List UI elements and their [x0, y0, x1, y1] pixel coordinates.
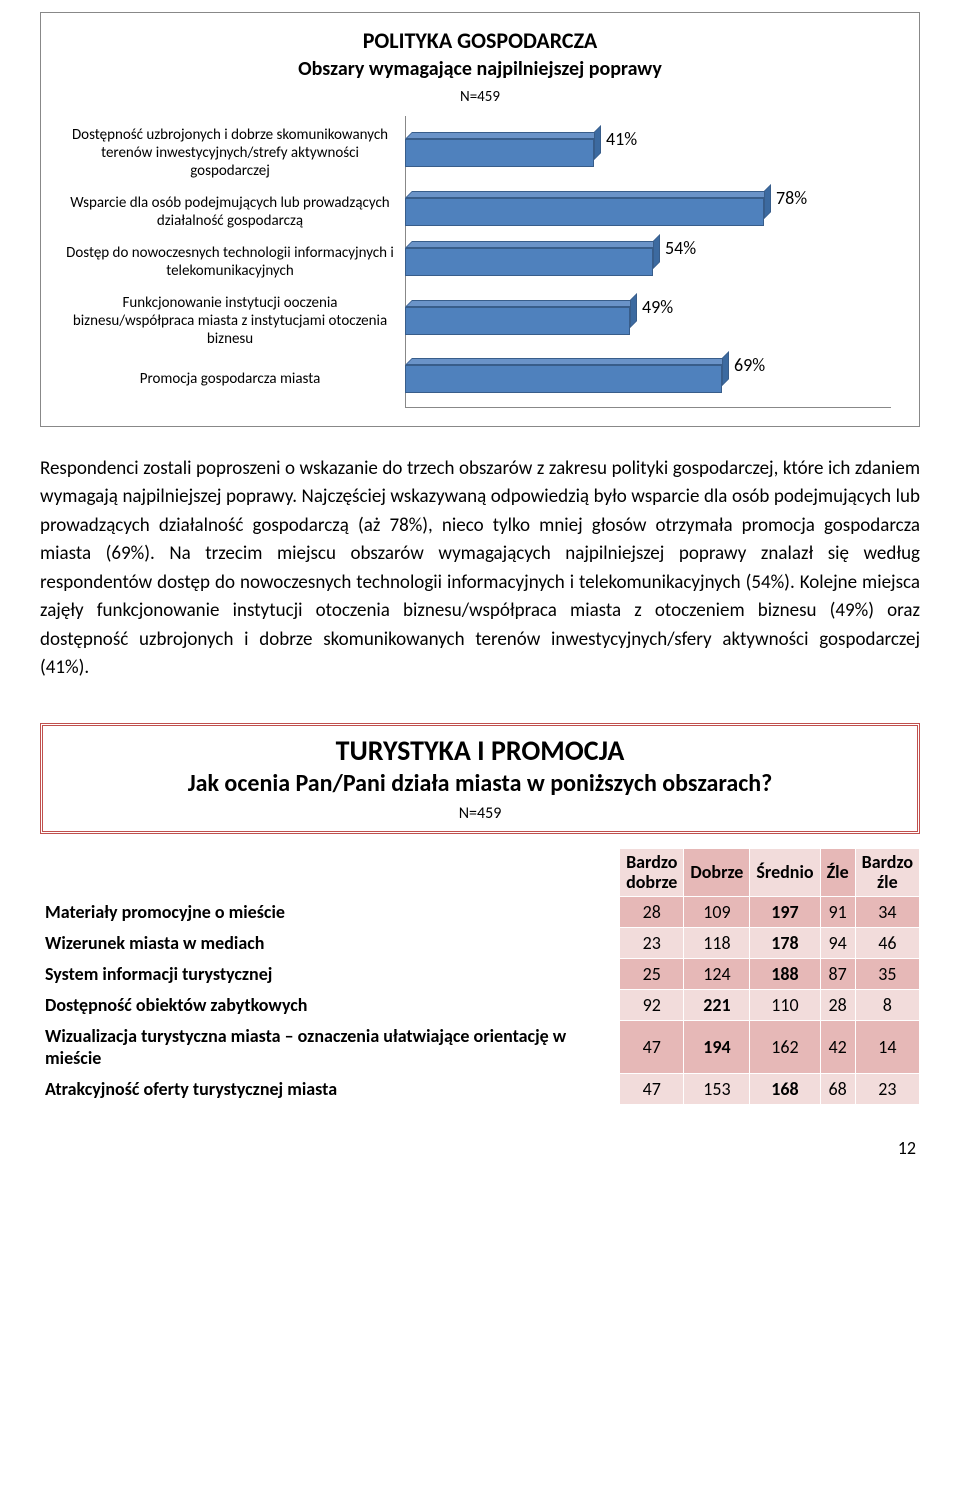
table-cell: 23 [855, 1074, 919, 1105]
table-cell: 68 [820, 1074, 855, 1105]
table-cell: 25 [620, 959, 684, 990]
table-row: Wizualizacja turystyczna miasta – oznacz… [41, 1021, 920, 1074]
page-number: 12 [40, 1137, 920, 1159]
table-column-header: Źle [820, 848, 855, 897]
table-cell: 23 [620, 928, 684, 959]
table-header-row: BardzodobrzeDobrzeŚrednioŹleBardzoźle [41, 848, 920, 897]
section-header-box: TURYSTYKA I PROMOCJA Jak ocenia Pan/Pani… [40, 723, 920, 834]
chart-bar-value: 69% [734, 354, 765, 376]
table-row-label: System informacji turystycznej [41, 959, 620, 990]
chart-body: Dostępność uzbrojonych i dobrze skomunik… [65, 122, 901, 400]
table-column-header: Bardzodobrze [620, 848, 684, 897]
table-cell: 8 [855, 990, 919, 1021]
chart-subtitle: Obszary wymagające najpilniejszej popraw… [59, 57, 901, 82]
table-cell: 110 [750, 990, 820, 1021]
chart-bar-zone: 49% [405, 300, 901, 342]
table-cell: 34 [855, 897, 919, 928]
chart-category-label: Dostępność uzbrojonych i dobrze skomunik… [65, 122, 405, 184]
table-cell: 94 [820, 928, 855, 959]
table-cell: 118 [684, 928, 750, 959]
table-row: Atrakcyjność oferty turystycznej miasta4… [41, 1074, 920, 1105]
chart-title: POLITYKA GOSPODARCZA [59, 27, 901, 55]
table-cell: 197 [750, 897, 820, 928]
table-cell: 14 [855, 1021, 919, 1074]
table-row: System informacji turystycznej2512418887… [41, 959, 920, 990]
table-cell: 124 [684, 959, 750, 990]
table-row-label: Dostępność obiektów zabytkowych [41, 990, 620, 1021]
data-table: BardzodobrzeDobrzeŚrednioŹleBardzoźle Ma… [40, 848, 920, 1106]
table-cell: 87 [820, 959, 855, 990]
table-cell: 109 [684, 897, 750, 928]
table-column-header: Bardzoźle [855, 848, 919, 897]
chart-row: Dostępność uzbrojonych i dobrze skomunik… [65, 122, 901, 184]
section-title: TURYSTYKA I PROMOCJA [55, 736, 905, 767]
table-cell: 35 [855, 959, 919, 990]
chart-bar-value: 78% [776, 187, 807, 209]
body-paragraph: Respondenci zostali poproszeni o wskazan… [40, 455, 920, 683]
section-n-label: N=459 [55, 804, 905, 823]
chart-bar-zone: 54% [405, 241, 901, 283]
chart-row: Dostęp do nowoczesnych technologii infor… [65, 240, 901, 284]
chart-bar [405, 307, 630, 335]
chart-category-label: Wsparcie dla osób podejmujących lub prow… [65, 190, 405, 234]
chart-bar [405, 365, 722, 393]
chart-bar [405, 248, 653, 276]
chart-row: Promocja gospodarcza miasta69% [65, 358, 901, 400]
chart-bar-value: 54% [665, 237, 696, 259]
chart-row: Wsparcie dla osób podejmujących lub prow… [65, 190, 901, 234]
table-cell: 221 [684, 990, 750, 1021]
chart-bar-zone: 41% [405, 132, 901, 174]
table-cell: 194 [684, 1021, 750, 1074]
chart-axis-horizontal [405, 407, 891, 408]
section-subtitle: Jak ocenia Pan/Pani działa miasta w poni… [55, 770, 905, 798]
table-row: Dostępność obiektów zabytkowych922211102… [41, 990, 920, 1021]
table-row: Materiały promocyjne o mieście2810919791… [41, 897, 920, 928]
table-cell: 46 [855, 928, 919, 959]
chart-n-label: N=459 [59, 88, 901, 106]
table-cell: 178 [750, 928, 820, 959]
chart-bar [405, 139, 594, 167]
table-column-header: Średnio [750, 848, 820, 897]
table-body: Materiały promocyjne o mieście2810919791… [41, 897, 920, 1105]
table-column-header: Dobrze [684, 848, 750, 897]
chart-row: Funkcjonowanie instytucji ooczenia bizne… [65, 290, 901, 352]
table-cell: 153 [684, 1074, 750, 1105]
table-cell: 47 [620, 1074, 684, 1105]
table-row-label: Wizerunek miasta w mediach [41, 928, 620, 959]
table-cell: 188 [750, 959, 820, 990]
table-cell: 92 [620, 990, 684, 1021]
chart-category-label: Promocja gospodarcza miasta [65, 366, 405, 392]
chart-category-label: Dostęp do nowoczesnych technologii infor… [65, 240, 405, 284]
chart-bar [405, 198, 764, 226]
table-row-label: Wizualizacja turystyczna miasta – oznacz… [41, 1021, 620, 1074]
table-row-label: Atrakcyjność oferty turystycznej miasta [41, 1074, 620, 1105]
chart-bar-value: 41% [606, 128, 637, 150]
chart-bar-zone: 78% [405, 191, 901, 233]
table-cell: 162 [750, 1021, 820, 1074]
table-cell: 28 [820, 990, 855, 1021]
table-row-label: Materiały promocyjne o mieście [41, 897, 620, 928]
table-corner [41, 848, 620, 897]
table-cell: 42 [820, 1021, 855, 1074]
chart-bar-zone: 69% [405, 358, 901, 400]
table-cell: 28 [620, 897, 684, 928]
chart-container: POLITYKA GOSPODARCZA Obszary wymagające … [40, 12, 920, 427]
table-row: Wizerunek miasta w mediach231181789446 [41, 928, 920, 959]
chart-bar-value: 49% [642, 296, 673, 318]
table-cell: 47 [620, 1021, 684, 1074]
chart-category-label: Funkcjonowanie instytucji ooczenia bizne… [65, 290, 405, 352]
table-cell: 91 [820, 897, 855, 928]
table-cell: 168 [750, 1074, 820, 1105]
